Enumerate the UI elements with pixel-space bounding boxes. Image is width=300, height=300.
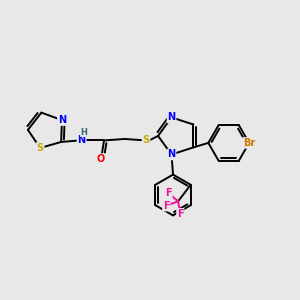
Text: N: N <box>167 112 175 122</box>
Text: F: F <box>177 209 184 219</box>
Text: H: H <box>80 128 87 136</box>
Text: O: O <box>97 154 105 164</box>
Text: F: F <box>165 188 172 198</box>
Text: N: N <box>77 136 86 146</box>
Text: N: N <box>167 149 175 160</box>
Text: S: S <box>37 143 44 153</box>
Text: N: N <box>58 115 66 125</box>
Text: Br: Br <box>243 138 255 148</box>
Text: S: S <box>142 136 150 146</box>
Text: F: F <box>163 201 169 211</box>
